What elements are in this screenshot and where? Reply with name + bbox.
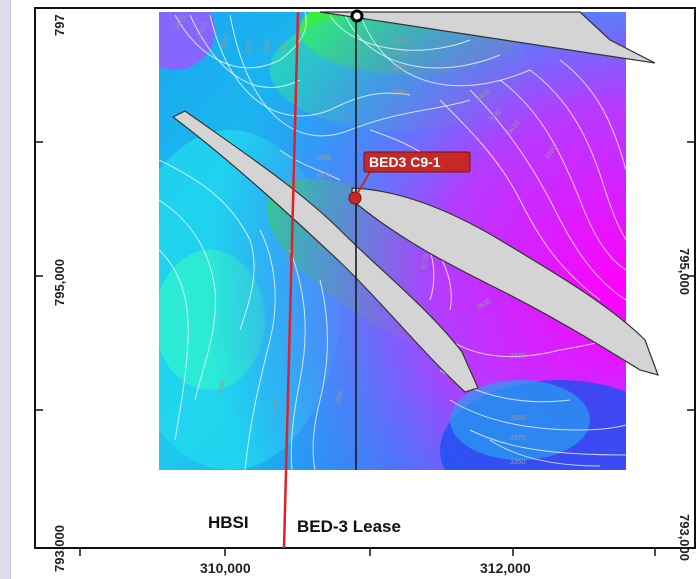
contour-label: 3350 <box>263 39 272 56</box>
y-tick-label-left: 793,000 <box>52 525 67 572</box>
y-tick-label-left: 797 <box>52 14 67 36</box>
y-tick-label-right: 793,000 <box>677 514 692 561</box>
contour-label: 3370 <box>510 435 526 442</box>
depth-surface: 3430 3410 3390 3370 3350 3330 3310 3890 … <box>159 12 626 470</box>
contour-label: 3850 <box>392 65 408 72</box>
contour-label: 3390 <box>220 34 231 51</box>
map-border <box>34 7 696 549</box>
x-axis <box>79 548 656 556</box>
contour-label: 3650 <box>510 415 526 422</box>
contour-label: 3770 <box>421 254 431 271</box>
lease-boundary-line[interactable] <box>282 11 300 549</box>
contour-label: 3290 <box>335 389 345 406</box>
fault-polygon-center-right[interactable] <box>351 187 659 376</box>
well-label[interactable]: BED3 C9-1 <box>369 154 441 170</box>
contour-label: 3880 <box>316 155 332 162</box>
x-tick-label: 312,000 <box>480 560 531 576</box>
contour-label: 3590 <box>510 353 526 360</box>
y-axis-right-ticks <box>687 141 695 411</box>
fault-polygon-upper[interactable] <box>319 11 656 64</box>
contour-label: 3350 <box>510 459 526 466</box>
contour-label: 3370 <box>245 39 255 56</box>
well-surface-marker[interactable] <box>350 9 364 23</box>
well-label-leader <box>356 171 371 195</box>
contour-label: 3890 <box>392 39 408 46</box>
boundary-label-right: BED-3 Lease <box>297 517 401 536</box>
contour-label: 3310 <box>295 34 304 51</box>
contour-lines <box>159 12 626 470</box>
left-panel-strip <box>0 0 11 579</box>
boundary-label-left: HBSI <box>208 513 249 532</box>
contour-label: 3990 <box>392 90 408 97</box>
contour-label: 3330 <box>217 379 227 396</box>
well-label-box <box>363 151 471 173</box>
y-tick-label-right: 795,000 <box>677 248 692 295</box>
contour-label: 3870 <box>316 173 332 180</box>
contour-label: 3270 <box>271 399 281 416</box>
y-axis-left-ticks <box>35 141 43 411</box>
x-tick-label: 310,000 <box>200 560 251 576</box>
y-tick-label-left: 795,000 <box>52 259 67 306</box>
contour-label: 3870 <box>392 51 408 58</box>
contour-label: 3330 <box>279 39 288 56</box>
well-target-marker[interactable] <box>348 191 362 205</box>
